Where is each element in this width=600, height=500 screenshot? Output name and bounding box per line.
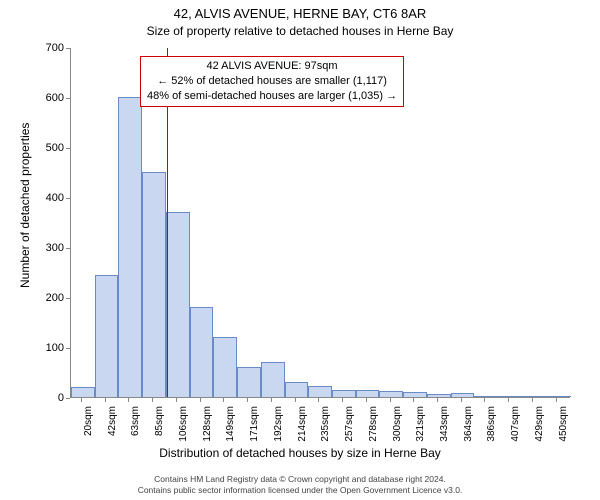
histogram-bar — [498, 396, 522, 397]
x-tick-mark — [105, 398, 106, 402]
histogram-bar — [118, 97, 142, 397]
y-tick-label: 100 — [24, 342, 64, 354]
x-tick-mark — [295, 398, 296, 402]
x-tick-label: 192sqm — [273, 406, 284, 446]
histogram-bar — [332, 390, 356, 398]
attribution-line2: Contains public sector information licen… — [0, 485, 600, 496]
x-tick-label: 429sqm — [534, 406, 545, 446]
x-tick-label: 343sqm — [439, 406, 450, 446]
y-tick-mark — [66, 348, 70, 349]
histogram-bar — [379, 391, 403, 397]
histogram-bar — [403, 392, 427, 397]
x-tick-label: 149sqm — [225, 406, 236, 446]
x-tick-label: 42sqm — [107, 406, 118, 446]
histogram-bar — [356, 390, 380, 398]
x-tick-label: 106sqm — [178, 406, 189, 446]
histogram-bar — [451, 393, 475, 397]
x-tick-label: 450sqm — [558, 406, 569, 446]
x-tick-mark — [271, 398, 272, 402]
histogram-bar — [522, 396, 546, 397]
x-tick-label: 20sqm — [83, 406, 94, 446]
attribution-text: Contains HM Land Registry data © Crown c… — [0, 474, 600, 496]
y-tick-mark — [66, 248, 70, 249]
y-tick-mark — [66, 298, 70, 299]
histogram-bar — [95, 275, 119, 398]
x-tick-mark — [508, 398, 509, 402]
y-tick-mark — [66, 148, 70, 149]
x-tick-label: 364sqm — [463, 406, 474, 446]
histogram-bar — [474, 396, 498, 398]
y-tick-label: 0 — [24, 392, 64, 404]
info-line-property: 42 ALVIS AVENUE: 97sqm — [147, 59, 397, 74]
x-tick-mark — [247, 398, 248, 402]
histogram-bar — [546, 396, 571, 397]
x-tick-label: 214sqm — [297, 406, 308, 446]
histogram-chart: 42, ALVIS AVENUE, HERNE BAY, CT6 8AR Siz… — [0, 0, 600, 500]
x-tick-mark — [342, 398, 343, 402]
histogram-bar — [213, 337, 237, 397]
y-tick-label: 700 — [24, 42, 64, 54]
histogram-bar — [190, 307, 214, 397]
y-tick-mark — [66, 48, 70, 49]
x-tick-label: 300sqm — [392, 406, 403, 446]
x-tick-mark — [437, 398, 438, 402]
x-tick-label: 171sqm — [249, 406, 260, 446]
y-tick-label: 600 — [24, 92, 64, 104]
chart-title-sub: Size of property relative to detached ho… — [0, 24, 600, 38]
x-tick-mark — [318, 398, 319, 402]
chart-title-main: 42, ALVIS AVENUE, HERNE BAY, CT6 8AR — [0, 6, 600, 21]
attribution-line1: Contains HM Land Registry data © Crown c… — [0, 474, 600, 485]
y-tick-mark — [66, 98, 70, 99]
x-tick-mark — [152, 398, 153, 402]
histogram-bar — [308, 386, 332, 397]
x-tick-label: 257sqm — [344, 406, 355, 446]
histogram-bar — [71, 387, 95, 397]
info-line-smaller: ← 52% of detached houses are smaller (1,… — [147, 74, 397, 89]
x-tick-mark — [81, 398, 82, 402]
x-tick-mark — [200, 398, 201, 402]
x-tick-mark — [366, 398, 367, 402]
x-tick-mark — [128, 398, 129, 402]
x-tick-label: 278sqm — [368, 406, 379, 446]
histogram-bar — [166, 212, 190, 397]
x-tick-label: 235sqm — [320, 406, 331, 446]
x-tick-label: 85sqm — [154, 406, 165, 446]
y-tick-mark — [66, 198, 70, 199]
y-axis-label: Number of detached properties — [18, 123, 32, 288]
x-tick-mark — [223, 398, 224, 402]
x-tick-label: 63sqm — [130, 406, 141, 446]
histogram-bar — [237, 367, 261, 397]
x-tick-mark — [413, 398, 414, 402]
x-tick-mark — [176, 398, 177, 402]
x-tick-mark — [390, 398, 391, 402]
histogram-bar — [427, 394, 451, 397]
x-tick-label: 128sqm — [202, 406, 213, 446]
x-tick-label: 407sqm — [510, 406, 521, 446]
histogram-bar — [261, 362, 285, 397]
marker-info-box: 42 ALVIS AVENUE: 97sqm ← 52% of detached… — [140, 56, 404, 107]
x-tick-mark — [461, 398, 462, 402]
x-tick-mark — [556, 398, 557, 402]
y-tick-label: 200 — [24, 292, 64, 304]
x-tick-label: 321sqm — [415, 406, 426, 446]
histogram-bar — [142, 172, 166, 397]
x-tick-label: 386sqm — [486, 406, 497, 446]
x-axis-label: Distribution of detached houses by size … — [0, 446, 600, 460]
x-tick-mark — [484, 398, 485, 402]
histogram-bar — [285, 382, 309, 397]
x-tick-mark — [532, 398, 533, 402]
info-line-larger: 48% of semi-detached houses are larger (… — [147, 89, 397, 104]
y-tick-mark — [66, 398, 70, 399]
